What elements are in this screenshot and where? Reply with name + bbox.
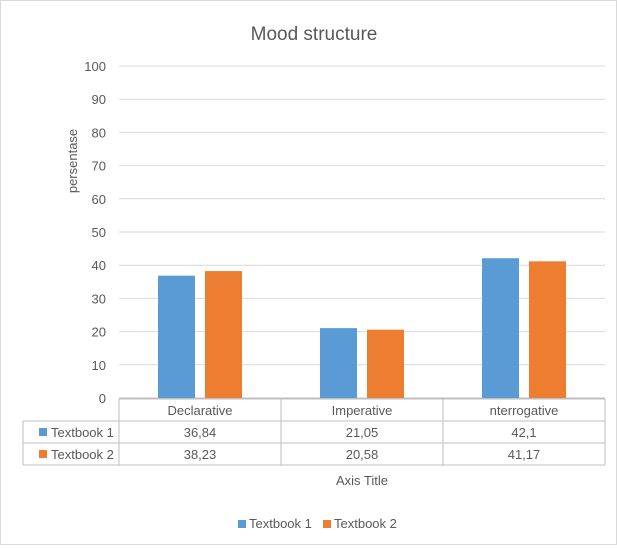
y-tick-label: 80 <box>92 125 106 140</box>
table-legend-key <box>39 450 47 458</box>
grid-lines <box>119 65 605 399</box>
legend-label: Textbook 2 <box>334 516 397 531</box>
y-tick-label: 50 <box>92 225 106 240</box>
x-tick-label: nterrogative <box>490 403 559 418</box>
data-label: 36,84 <box>184 425 217 440</box>
y-axis-tick-labels: 0 10 20 30 40 50 60 70 80 90 100 <box>84 59 106 406</box>
legend-label: Textbook 1 <box>249 516 312 531</box>
bar-2-2 <box>367 329 404 398</box>
data-label: 42,1 <box>511 425 536 440</box>
bar-1-2 <box>320 328 357 398</box>
y-tick-label: 20 <box>92 325 106 340</box>
y-tick-label: 90 <box>92 92 106 107</box>
data-label: 38,23 <box>184 447 217 462</box>
y-axis-title: persentase <box>65 129 80 193</box>
bars <box>158 258 566 398</box>
legend-swatch <box>323 520 331 528</box>
data-label: 20,58 <box>346 447 379 462</box>
y-tick-label: 10 <box>92 358 106 373</box>
y-tick-label: 100 <box>84 59 106 74</box>
chart-title: Mood structure <box>251 24 378 45</box>
bar-2-1 <box>205 271 242 398</box>
table-series-name: Textbook 1 <box>51 425 114 440</box>
bar-2-3 <box>529 261 566 398</box>
y-tick-label: 0 <box>99 391 106 406</box>
y-tick-label: 70 <box>92 159 106 174</box>
y-tick-label: 40 <box>92 258 106 273</box>
x-tick-label: Declarative <box>167 403 232 418</box>
legend: Textbook 1 Textbook 2 <box>238 516 397 531</box>
bar-1-3 <box>482 258 519 398</box>
table-legend-key <box>39 428 47 436</box>
data-label: 21,05 <box>346 425 379 440</box>
bar-1-1 <box>158 275 195 398</box>
x-axis-title: Axis Title <box>336 473 388 488</box>
y-tick-label: 30 <box>92 291 106 306</box>
legend-swatch <box>238 520 246 528</box>
y-tick-label: 60 <box>92 192 106 207</box>
data-table: Declarative Imperative nterrogative Textboo… <box>22 398 606 466</box>
table-series-name: Textbook 2 <box>51 447 114 462</box>
data-label: 41,17 <box>508 447 541 462</box>
x-tick-label: Imperative <box>332 403 393 418</box>
